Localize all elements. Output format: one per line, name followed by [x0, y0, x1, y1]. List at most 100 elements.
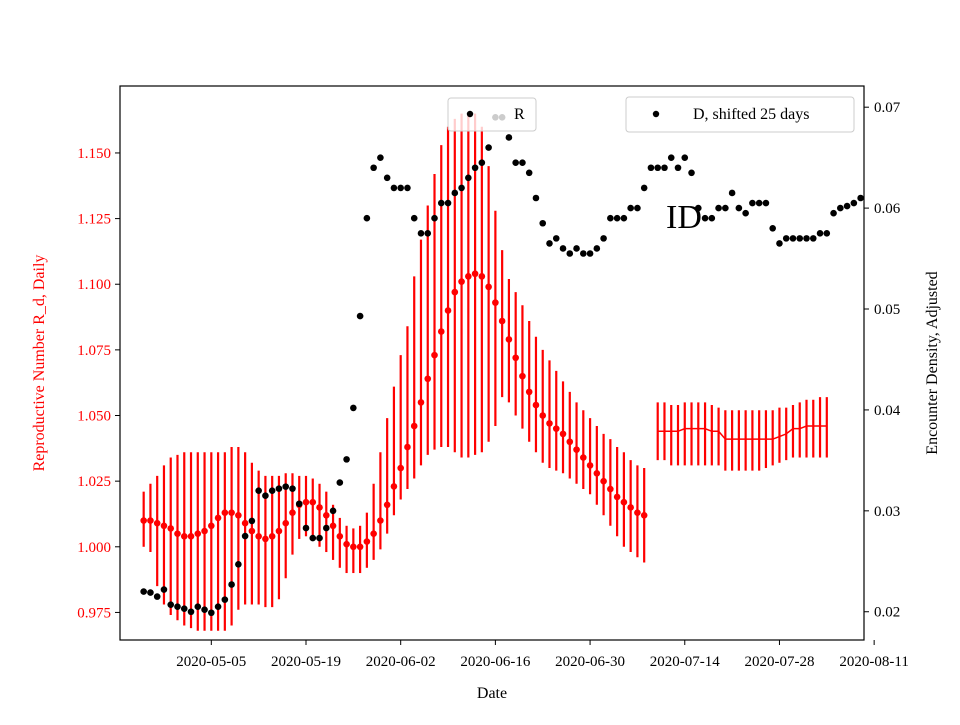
d-point: [532, 194, 540, 202]
r-point: [559, 430, 567, 438]
r-point: [573, 446, 580, 453]
axes-layer: 2020-05-05 2020-05-19 2020-06-02 2020-06-16…: [77, 100, 909, 670]
d-point: [566, 250, 574, 257]
r-point: [539, 412, 547, 419]
r-point: [228, 509, 235, 516]
r-point: [492, 299, 499, 306]
r-point: [471, 270, 479, 278]
r-point: [586, 462, 594, 469]
r-point: [343, 540, 350, 548]
r-point: [546, 420, 553, 427]
d-point: [417, 230, 425, 237]
d-point: [586, 250, 594, 257]
r-point: [350, 543, 357, 551]
r-point: [180, 532, 188, 540]
d-point: [329, 507, 337, 515]
r-point: [640, 511, 648, 519]
d-point: [667, 154, 675, 161]
legend-r-box: [447, 97, 537, 132]
r-point: [613, 493, 621, 501]
r-point: [580, 454, 587, 461]
y-left-tick-label: 1.075: [77, 343, 111, 359]
r-point: [458, 278, 465, 285]
d-point: [140, 588, 147, 595]
d-point: [370, 164, 377, 172]
r-point: [417, 399, 425, 406]
r-point: [437, 328, 445, 335]
r-point: [552, 425, 560, 432]
d-point: [769, 224, 776, 232]
y-right-tick-label: 0.02: [874, 605, 900, 621]
d-point: [485, 144, 492, 151]
r-point: [465, 273, 472, 280]
r-point: [167, 525, 175, 532]
d-point: [302, 524, 310, 532]
d-point: [552, 235, 560, 242]
d-point: [174, 603, 181, 610]
d-point: [634, 204, 641, 212]
d-point: [546, 240, 553, 247]
r-point: [431, 351, 438, 359]
r-point: [356, 543, 364, 551]
y-right-tick-label: 0.03: [874, 504, 900, 520]
d-point: [282, 483, 290, 490]
r-point: [404, 443, 411, 451]
legend-r-label: R: [514, 106, 525, 123]
r-point: [600, 477, 607, 485]
r-point: [194, 530, 202, 537]
d-point: [816, 230, 824, 237]
d-point: [715, 204, 722, 212]
d-point: [843, 202, 851, 210]
d-point: [701, 214, 709, 222]
d-point: [214, 603, 222, 610]
y-left-tick-label: 1.025: [77, 474, 111, 490]
r-point: [383, 501, 391, 509]
r-point: [519, 372, 526, 380]
legend-d-box: [625, 96, 855, 133]
d-point: [789, 235, 797, 242]
d-point: [654, 164, 662, 172]
r-point: [525, 388, 533, 396]
r-point: [410, 422, 418, 430]
d-point: [830, 209, 837, 217]
d-point: [431, 214, 438, 222]
d-point: [661, 164, 668, 172]
d-point: [465, 174, 472, 182]
d-point: [316, 534, 323, 542]
r-point: [268, 532, 276, 540]
d-point: [451, 189, 459, 197]
d-point: [444, 199, 452, 207]
d-point: [593, 245, 601, 252]
legend-d-label: D, shifted 25 days: [693, 106, 809, 123]
d-point: [708, 214, 716, 222]
r-point: [248, 527, 256, 535]
series-layer: [140, 113, 864, 631]
r-point: [262, 535, 269, 543]
r-point: [444, 307, 452, 314]
y-right-tick-label: 0.07: [874, 100, 901, 116]
d-point: [194, 603, 202, 610]
d-point: [776, 240, 783, 247]
r-point: [235, 511, 242, 519]
d-point: [809, 235, 817, 242]
d-point: [153, 593, 161, 600]
r-point: [512, 354, 519, 362]
legend-r: R: [447, 97, 537, 132]
legend-r-marker: [466, 110, 474, 118]
d-point: [559, 245, 567, 252]
r-point: [241, 519, 249, 527]
d-point: [613, 214, 621, 222]
x-tick-label: 2020-07-14: [650, 654, 720, 670]
d-point: [742, 209, 749, 217]
x-tick-label: 2020-05-19: [271, 654, 341, 670]
r-point: [174, 530, 181, 537]
d-point: [275, 485, 283, 492]
d-point: [837, 204, 844, 212]
y-axis-left-title: Reproductive Number R_d, Daily: [31, 255, 48, 472]
d-point: [749, 199, 756, 207]
x-tick-label: 2020-08-11: [839, 654, 908, 670]
y-right-tick-label: 0.06: [874, 201, 901, 217]
d-point: [681, 154, 689, 161]
r-point: [532, 401, 540, 409]
